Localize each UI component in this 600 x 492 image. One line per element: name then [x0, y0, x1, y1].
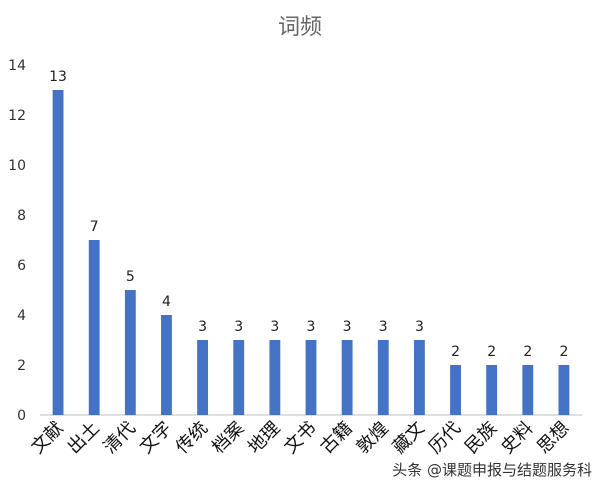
- x-tick-label-10: 藏文: [389, 418, 429, 458]
- x-tick-label-1: 出土: [63, 418, 103, 458]
- bar-12: [486, 365, 498, 415]
- data-label-3: 4: [162, 294, 171, 310]
- data-label-14: 2: [559, 344, 568, 360]
- bar-14: [558, 365, 570, 415]
- bar-7: [305, 340, 317, 415]
- y-tick-label: 10: [8, 158, 26, 174]
- data-label-9: 3: [379, 319, 388, 335]
- bar-4: [197, 340, 209, 415]
- x-tick-label-13: 史料: [497, 418, 537, 458]
- x-tick-label-4: 传统: [172, 418, 212, 458]
- data-label-7: 3: [307, 319, 316, 335]
- x-tick-label-2: 清代: [100, 418, 140, 458]
- data-label-12: 2: [487, 344, 496, 360]
- x-tick-label-11: 历代: [425, 418, 465, 458]
- x-tick-label-0: 文献: [27, 418, 67, 458]
- data-label-5: 3: [234, 319, 243, 335]
- data-label-2: 5: [126, 269, 135, 285]
- bar-2: [124, 290, 136, 415]
- data-label-4: 3: [198, 319, 207, 335]
- y-tick-label: 2: [17, 358, 26, 374]
- y-tick-label: 8: [17, 208, 26, 224]
- bar-5: [233, 340, 245, 415]
- data-label-11: 2: [451, 344, 460, 360]
- x-tick-label-8: 古籍: [316, 418, 356, 458]
- watermark: 头条 @课题申报与结题服务科: [392, 461, 592, 479]
- x-tick-label-7: 文书: [280, 418, 320, 458]
- bar-3: [161, 315, 172, 415]
- bar-9: [377, 340, 389, 415]
- y-tick-label: 14: [8, 58, 26, 74]
- x-tick-label-5: 档案: [208, 418, 248, 458]
- bar-1: [88, 240, 100, 415]
- data-label-0: 13: [49, 69, 67, 85]
- bar-0: [52, 90, 64, 415]
- x-tick-label-14: 思想: [533, 418, 573, 458]
- x-tick-label-6: 地理: [244, 418, 284, 458]
- bar-6: [269, 340, 281, 415]
- y-tick-label: 0: [17, 408, 26, 424]
- data-label-13: 2: [523, 344, 532, 360]
- bar-13: [522, 365, 534, 415]
- y-axis-ticks: 0 2 4 6 8 10 12 14: [8, 58, 26, 424]
- data-label-8: 3: [343, 319, 352, 335]
- x-tick-label-3: 文字: [136, 418, 176, 458]
- y-tick-label: 4: [17, 308, 26, 324]
- bar-10: [413, 340, 425, 415]
- y-tick-label: 6: [17, 258, 26, 274]
- x-tick-label-9: 敦煌: [352, 418, 392, 458]
- bar-11: [450, 365, 461, 415]
- data-label-6: 3: [270, 319, 279, 335]
- chart-title: 词频: [278, 15, 322, 40]
- data-label-1: 7: [90, 219, 99, 235]
- x-tick-label-12: 民族: [461, 418, 501, 458]
- bar-8: [341, 340, 353, 415]
- data-labels: 13 7 5 4 3 3 3 3 3 3 3 2 2 2 2: [49, 69, 568, 360]
- data-label-10: 3: [415, 319, 424, 335]
- bars: [52, 90, 570, 415]
- y-tick-label: 12: [8, 108, 26, 124]
